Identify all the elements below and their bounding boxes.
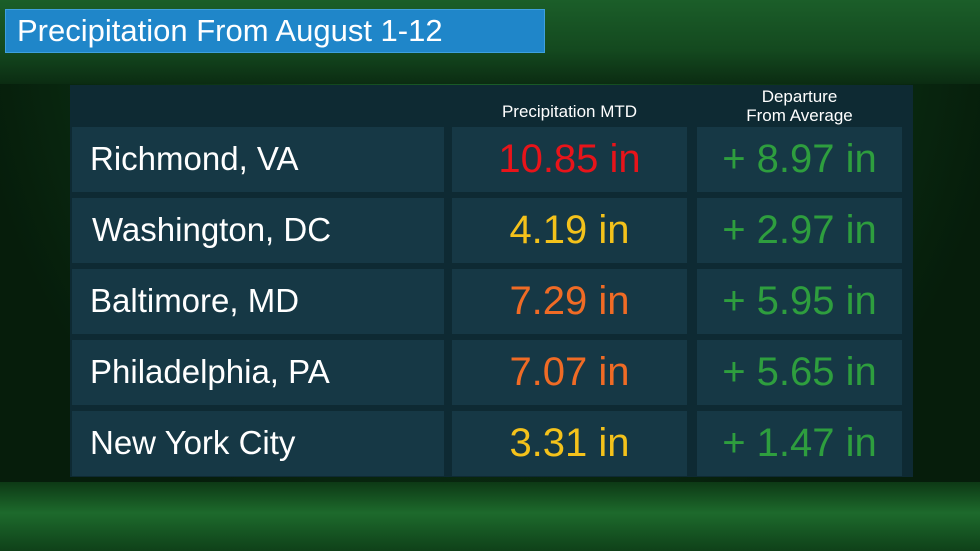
departure-value: + 5.65 in xyxy=(722,350,877,394)
departure-value: + 8.97 in xyxy=(722,137,877,181)
precipitation-value: 7.07 in xyxy=(509,350,630,394)
departure-cell xyxy=(697,269,902,334)
precipitation-value: 4.19 in xyxy=(509,208,630,252)
city-name: Washington, DC xyxy=(92,211,332,248)
city-cell xyxy=(72,340,444,405)
precip-cell xyxy=(452,127,687,192)
city-name: New York City xyxy=(90,424,296,461)
city-cell xyxy=(72,411,444,476)
title-banner: Precipitation From August 1-12 xyxy=(5,9,545,53)
departure-value: + 5.95 in xyxy=(722,279,877,323)
header-departure-line1: Departure xyxy=(761,87,838,106)
departure-cell xyxy=(697,340,902,405)
departure-cell xyxy=(697,127,902,192)
header-precipitation-mtd: Precipitation MTD xyxy=(501,102,638,121)
departure-cell xyxy=(697,198,902,263)
city-name: Richmond, VA xyxy=(90,140,299,177)
precipitation-table: Precipitation MTD Departure From Average… xyxy=(70,85,913,477)
page-title: Precipitation From August 1-12 xyxy=(17,13,443,48)
header-departure-line2: From Average xyxy=(746,106,853,125)
departure-value: + 2.97 in xyxy=(722,208,877,252)
precipitation-value: 3.31 in xyxy=(509,421,630,465)
city-cell xyxy=(72,127,444,192)
precip-cell xyxy=(452,340,687,405)
precip-cell xyxy=(452,411,687,476)
precip-cell xyxy=(452,198,687,263)
precip-cell xyxy=(452,269,687,334)
precipitation-value: 10.85 in xyxy=(498,137,641,181)
city-name: Philadelphia, PA xyxy=(90,353,330,390)
city-cell xyxy=(72,269,444,334)
city-cell xyxy=(72,198,444,263)
precipitation-value: 7.29 in xyxy=(509,279,630,323)
city-name: Baltimore, MD xyxy=(90,282,300,319)
bottom-background-band xyxy=(0,482,980,551)
departure-cell xyxy=(697,411,902,476)
departure-value: + 1.47 in xyxy=(722,421,877,465)
